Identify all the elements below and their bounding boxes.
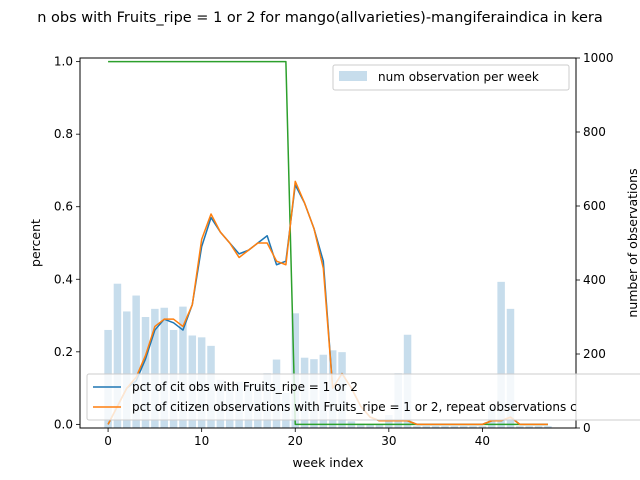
y2-tick-label: 200 bbox=[583, 347, 606, 361]
bar bbox=[422, 426, 431, 428]
legend-top-frame bbox=[332, 64, 570, 91]
bar bbox=[431, 426, 440, 428]
bar bbox=[151, 308, 159, 428]
y2-tick-label: 400 bbox=[583, 273, 606, 287]
bar bbox=[459, 426, 468, 428]
bar bbox=[160, 307, 168, 428]
y-tick-label: 0.6 bbox=[54, 200, 73, 214]
legend-bottom-label-2: pct of citizen observations with Fruits_… bbox=[132, 400, 577, 414]
legend-top: num observation per week bbox=[332, 64, 570, 91]
bar bbox=[179, 306, 187, 428]
bar bbox=[113, 283, 122, 428]
x-tick-label: 20 bbox=[288, 434, 303, 448]
y-tick-label: 0.0 bbox=[54, 417, 73, 431]
bar bbox=[441, 426, 449, 428]
bar bbox=[366, 424, 374, 428]
y-tick-label: 0.4 bbox=[54, 272, 73, 286]
bar bbox=[516, 426, 524, 428]
legend-bottom: pct of cit obs with Fruits_ripe = 1 or 2… bbox=[86, 373, 640, 421]
series-line-2 bbox=[107, 180, 548, 426]
chart-title: n obs with Fruits_ripe = 1 or 2 for mang… bbox=[37, 10, 603, 26]
bar bbox=[544, 426, 552, 428]
bar bbox=[385, 415, 393, 428]
plot-frame bbox=[79, 57, 577, 429]
bar bbox=[478, 426, 487, 428]
y2-tick-label: 800 bbox=[583, 125, 606, 139]
y2-tick-label: 600 bbox=[583, 199, 606, 213]
y2-tick-label: 1000 bbox=[583, 51, 614, 65]
x-axis-label: week index bbox=[292, 455, 363, 470]
bar bbox=[450, 426, 459, 428]
bar bbox=[141, 317, 150, 428]
legend-top-label: num observation per week bbox=[378, 70, 539, 84]
x-tick-label: 0 bbox=[104, 434, 112, 448]
x-tick-label: 40 bbox=[475, 434, 490, 448]
y-axis-label: percent bbox=[28, 219, 43, 267]
bar bbox=[525, 426, 533, 428]
bar bbox=[469, 426, 477, 428]
y2-axis-label: number of observations bbox=[625, 168, 640, 317]
y-tick-label: 0.8 bbox=[54, 127, 73, 141]
bar bbox=[123, 311, 131, 428]
y2-tick-label: 0 bbox=[583, 421, 591, 435]
bar bbox=[534, 426, 543, 428]
bar bbox=[357, 423, 365, 428]
x-tick-label: 10 bbox=[194, 434, 209, 448]
y-tick-label: 0.2 bbox=[54, 345, 73, 359]
bar bbox=[413, 426, 421, 428]
bar bbox=[375, 424, 384, 428]
bar bbox=[506, 308, 515, 428]
bar bbox=[291, 313, 299, 428]
x-tick-label: 30 bbox=[381, 434, 396, 448]
legend-bottom-label-1: pct of cit obs with Fruits_ripe = 1 or 2 bbox=[132, 380, 358, 394]
legend-top-swatch bbox=[339, 71, 367, 81]
y-tick-label: 1.0 bbox=[54, 55, 73, 69]
bar bbox=[132, 295, 140, 428]
legend-bottom-frame bbox=[86, 373, 640, 421]
bar bbox=[497, 281, 505, 428]
